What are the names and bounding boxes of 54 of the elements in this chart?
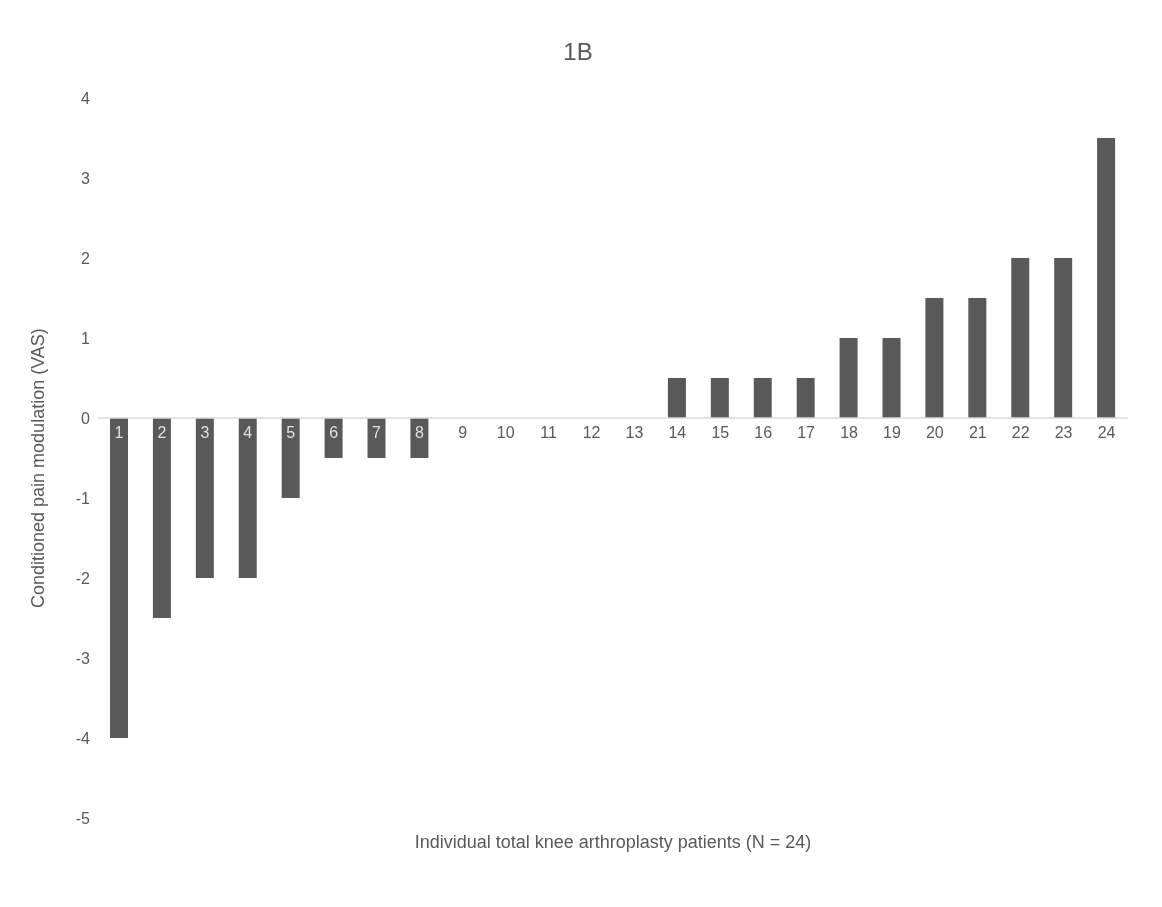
- x-tick-label: 7: [372, 424, 382, 441]
- x-tick-label: 22: [1011, 424, 1030, 441]
- x-tick-label: 18: [840, 424, 859, 441]
- x-tick-label: 21: [968, 424, 987, 441]
- x-tick-label: 24: [1097, 424, 1116, 441]
- x-axis-title: Individual total knee arthroplasty patients (N = 24): [414, 832, 812, 852]
- y-tick-label: -3: [75, 649, 91, 667]
- bar: [367, 418, 386, 458]
- x-tick-label: 9: [458, 424, 468, 441]
- bar: [710, 378, 729, 418]
- bar: [882, 338, 901, 418]
- bar: [238, 418, 257, 578]
- y-tick-label: -2: [75, 569, 91, 587]
- x-tick-label: 15: [711, 424, 730, 441]
- x-tick-label: 2: [157, 424, 167, 441]
- y-tick-label: 4: [81, 89, 91, 107]
- x-tick-label: 23: [1054, 424, 1073, 441]
- y-axis-title: Conditioned pain modulation (VAS): [28, 328, 49, 608]
- x-tick-label: 20: [925, 424, 944, 441]
- bar: [968, 298, 987, 418]
- x-tick-label: 13: [625, 424, 644, 441]
- chart-title: 1B: [562, 38, 594, 66]
- bar: [667, 378, 686, 418]
- y-tick-label: 3: [81, 169, 91, 187]
- x-tick-label: 19: [883, 424, 901, 441]
- x-tick-label: 6: [329, 424, 339, 441]
- y-tick-label: 1: [81, 329, 91, 347]
- y-tick-label: -1: [75, 489, 91, 507]
- bar: [925, 298, 944, 418]
- bar: [796, 378, 815, 418]
- x-tick-label: 14: [668, 424, 687, 441]
- bar: [753, 378, 772, 418]
- y-tick-label: 0: [81, 409, 91, 427]
- x-tick-label: 16: [754, 424, 773, 441]
- x-tick-label: 5: [286, 424, 296, 441]
- bar: [281, 418, 300, 498]
- x-tick-label: 17: [797, 424, 816, 441]
- bar: [1011, 258, 1030, 418]
- bar: [195, 418, 214, 578]
- bar: [110, 418, 128, 738]
- y-tick-label: -5: [75, 809, 91, 827]
- bar: [1054, 258, 1073, 418]
- x-tick-label: 11: [540, 424, 558, 441]
- bar: [839, 338, 858, 418]
- x-tick-label: 4: [243, 424, 253, 441]
- bar: [1097, 138, 1116, 418]
- y-tick-label: 2: [81, 249, 91, 267]
- x-tick-label: 12: [582, 424, 601, 441]
- y-tick-label: -4: [75, 729, 91, 747]
- x-tick-label: 8: [414, 424, 424, 441]
- x-tick-label: 3: [200, 424, 210, 441]
- bar: [152, 418, 171, 618]
- x-tick-label: 10: [496, 424, 515, 441]
- x-tick-label: 1: [114, 424, 124, 441]
